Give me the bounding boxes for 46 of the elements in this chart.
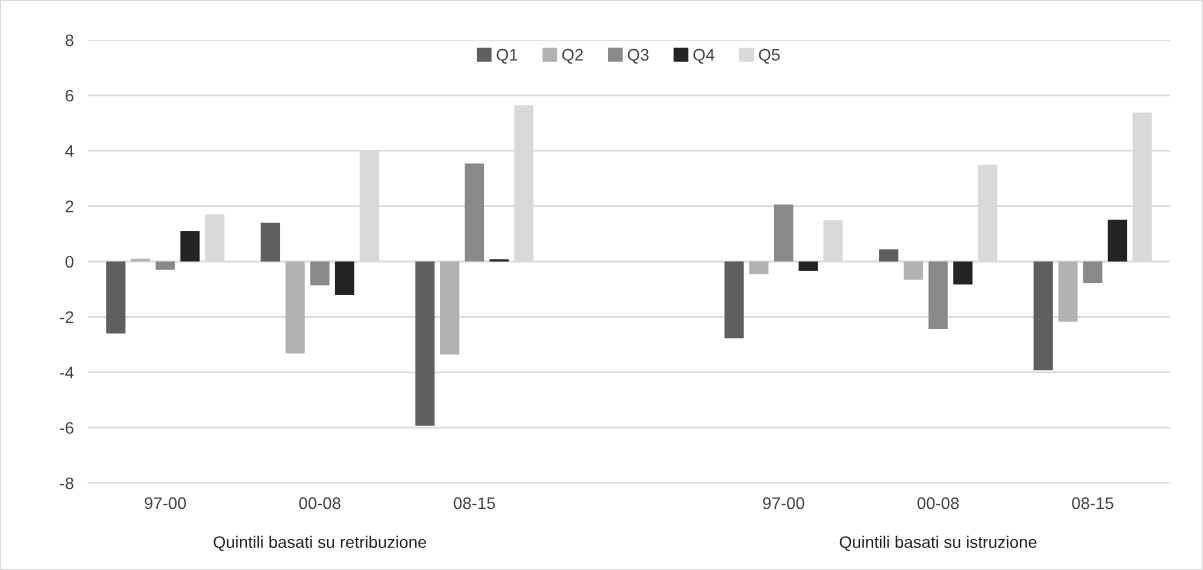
y-tick-label: 6 [65, 89, 74, 102]
bar [415, 261, 435, 426]
legend-label: Q2 [562, 48, 583, 64]
text: Quintili basati su istruzione [839, 535, 1037, 551]
bar [953, 261, 973, 285]
bar [180, 231, 200, 262]
bar [903, 261, 924, 280]
y-tick-label: 2 [65, 200, 74, 213]
bar [106, 261, 126, 334]
y-tick-label: -2 [60, 311, 74, 323]
y-tick-label: 0 [65, 255, 74, 268]
x-tick-label: 97-00 [144, 497, 186, 510]
x-tick-label: 00-08 [299, 497, 341, 510]
bar [464, 163, 485, 262]
bar [285, 261, 305, 354]
bar [879, 249, 899, 262]
x-tick-label: 97-00 [763, 497, 805, 510]
bar [1083, 261, 1103, 284]
bar [749, 261, 769, 275]
bar [260, 222, 281, 262]
bar [928, 261, 948, 330]
y-tick-label: -6 [60, 422, 74, 434]
x-tick-label: 00-08 [917, 497, 959, 510]
bar [773, 204, 794, 262]
bar [1058, 261, 1078, 322]
bar [798, 261, 818, 271]
y-tick-label: 4 [65, 145, 74, 157]
x-tick-label: 08-15 [453, 497, 496, 510]
bar [724, 261, 744, 339]
text: Quintili basati su retribuzione [213, 535, 427, 551]
legend-label: Q5 [758, 48, 780, 64]
bar [155, 261, 175, 270]
y-tick-label: 8 [65, 34, 74, 47]
bar [1033, 261, 1053, 371]
bar [1107, 219, 1128, 262]
legend-label: Q1 [496, 48, 518, 64]
y-tick-label: -4 [60, 366, 74, 379]
x-tick-label: 08-15 [1072, 497, 1114, 510]
bar [489, 259, 509, 262]
bar [334, 261, 355, 295]
legend-label: Q4 [693, 48, 715, 64]
y-tick-label: -8 [60, 477, 74, 490]
bar [130, 258, 151, 262]
legend-label: Q3 [627, 48, 649, 64]
bar [440, 261, 460, 355]
bar [310, 261, 330, 286]
